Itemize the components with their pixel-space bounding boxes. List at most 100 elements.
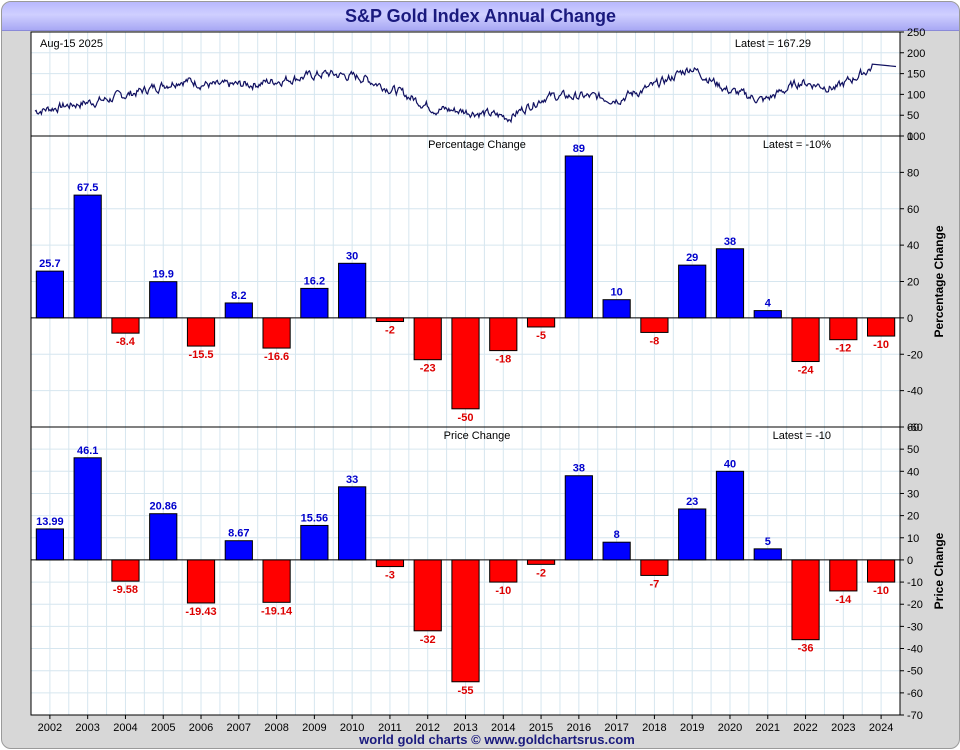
price-bar [715, 470, 745, 561]
percentage-data-label: -5 [536, 330, 546, 342]
footer-credit: world gold charts © www.goldchartsrus.co… [359, 732, 635, 747]
price-data-label: -36 [798, 643, 814, 655]
x-axis-tick-label: 2016 [567, 722, 591, 734]
percentage-data-label: -8.4 [116, 336, 136, 348]
percentage-data-label: 29 [686, 252, 698, 264]
price-data-label: 15.56 [301, 512, 329, 524]
price-bar [73, 457, 102, 561]
price-axis-tick-label: -20 [907, 599, 923, 611]
percentage-data-label: 4 [765, 298, 772, 310]
percentage-bar [564, 155, 593, 319]
date-label: Aug-15 2025 [40, 38, 103, 50]
percentage-data-label: -18 [495, 354, 511, 366]
percentage-bar [451, 317, 480, 410]
price-data-label: -19.43 [185, 606, 216, 618]
percentage-bar [640, 317, 669, 333]
percentage-data-label: -50 [458, 412, 474, 424]
price-data-label: -7 [650, 578, 660, 590]
price-bar [602, 541, 631, 561]
price-data-label: 46.1 [77, 445, 98, 457]
x-axis-tick-label: 2008 [264, 722, 288, 734]
price-bar [564, 475, 593, 561]
price-data-label: -10 [495, 585, 511, 597]
percentage-bar [867, 317, 896, 337]
percentage-bar [489, 317, 518, 352]
price-axis-tick-label: 150 [907, 69, 925, 81]
price-bar [678, 508, 707, 561]
x-axis-tick-label: 2018 [642, 722, 666, 734]
percentage-data-label: -10 [873, 339, 889, 351]
price-axis-tick-label: 200 [907, 48, 925, 60]
x-axis-tick-label: 2012 [415, 722, 439, 734]
price-axis-tick-label: -40 [907, 644, 923, 656]
price-bar [149, 513, 178, 561]
price-axis-tick-label: 40 [907, 466, 919, 478]
x-axis-tick-label: 2011 [378, 722, 402, 734]
price-bar [35, 528, 64, 561]
price-axis-tick-label: 30 [907, 488, 919, 500]
price-data-label: -3 [385, 570, 395, 582]
price-data-label: 20.86 [149, 501, 177, 513]
price-bar [640, 559, 669, 576]
percentage-bar [149, 281, 178, 319]
x-axis-tick-label: 2013 [453, 722, 477, 734]
price-bar [262, 559, 291, 603]
price-bar [186, 559, 216, 604]
price-data-label: 33 [346, 474, 358, 486]
price-bar [413, 559, 442, 632]
x-axis-tick-label: 2004 [113, 722, 137, 734]
percentage-data-label: -16.6 [264, 351, 289, 363]
x-axis-tick-label: 2010 [340, 722, 364, 734]
price-data-label: -10 [873, 585, 889, 597]
price-data-label: -55 [458, 685, 474, 697]
x-axis-tick-label: 2007 [227, 722, 251, 734]
x-axis-tick-label: 2019 [680, 722, 704, 734]
price-axis-tick-label: 20 [907, 511, 919, 523]
price-latest-label: Latest = -10 [773, 430, 831, 442]
x-axis-tick-label: 2024 [869, 722, 893, 734]
x-axis-tick-label: 2020 [718, 722, 742, 734]
x-axis-tick-label: 2017 [604, 722, 628, 734]
price-bar [451, 559, 480, 683]
x-axis-tick-label: 2021 [756, 722, 780, 734]
percentage-panel-title: Percentage Change [428, 139, 526, 151]
percentage-bar [224, 302, 253, 319]
x-axis-tick-label: 2014 [491, 722, 515, 734]
price-bar [375, 559, 405, 568]
percentage-bar [262, 317, 291, 349]
percentage-bar [715, 248, 745, 319]
price-data-label: -9.58 [113, 584, 138, 596]
percentage-data-label: 8.2 [231, 290, 246, 302]
percentage-bar [413, 317, 442, 361]
percentage-bar [186, 317, 216, 347]
percentage-bar [375, 317, 405, 323]
price-axis-tick-label: -50 [907, 666, 923, 678]
price-data-label: 8.67 [228, 528, 249, 540]
percentage-data-label: -8 [650, 335, 660, 347]
percentage-data-label: -23 [420, 363, 436, 375]
percentage-data-label: 19.9 [153, 269, 174, 281]
percentage-bar [338, 262, 367, 319]
percentage-axis-tick-label: 0 [907, 313, 913, 325]
percentage-bar [678, 264, 707, 319]
percentage-data-label: 10 [611, 287, 623, 299]
price-data-label: -19.14 [261, 605, 293, 617]
price-axis-tick-label: 60 [907, 422, 919, 434]
gold-index-line [34, 63, 897, 124]
percentage-bar [111, 317, 140, 334]
price-panel-title: Price Change [444, 430, 511, 442]
price-bar [224, 540, 253, 561]
percentage-bar [791, 317, 820, 363]
price-axis-tick-label: 100 [907, 89, 925, 101]
price-data-label: 5 [765, 536, 771, 548]
title-bar: S&P Gold Index Annual Change [2, 2, 959, 31]
percentage-axis-tick-label: 100 [907, 131, 925, 143]
price-data-label: 38 [573, 463, 585, 475]
x-axis-tick-label: 2023 [831, 722, 855, 734]
price-axis-tick-label: -10 [907, 577, 923, 589]
price-data-label: -14 [835, 594, 852, 606]
price-axis-tick-label: 0 [907, 131, 913, 143]
percentage-latest-label: Latest = -10% [763, 139, 831, 151]
